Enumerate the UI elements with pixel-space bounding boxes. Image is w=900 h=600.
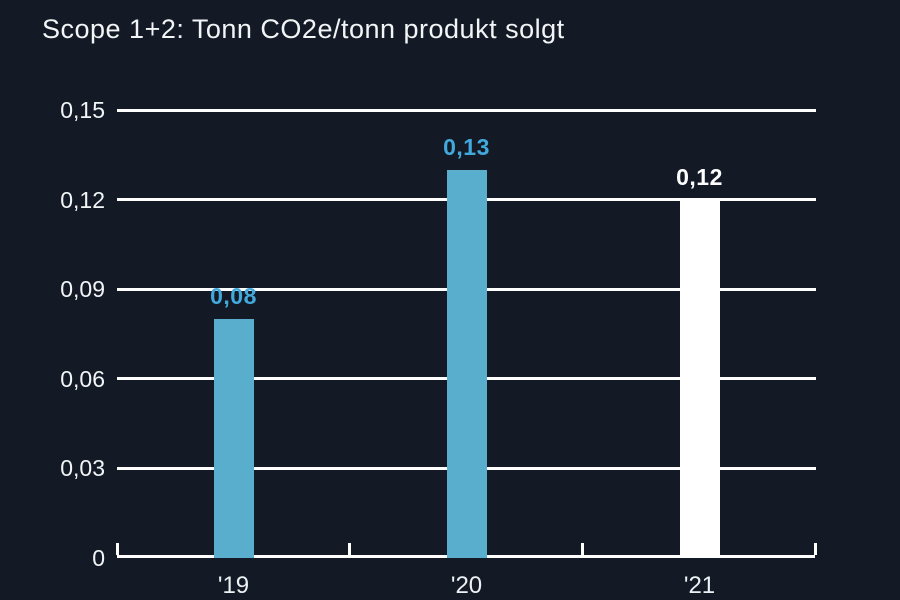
- bar: [679, 199, 720, 558]
- bar-value-label: 0,13: [443, 133, 490, 160]
- y-axis-tick-label: 0,09: [60, 276, 105, 303]
- gridline: [117, 108, 816, 112]
- x-axis-category-label: '19: [217, 572, 250, 599]
- bar-value-label: 0,12: [676, 163, 723, 190]
- bar: [213, 319, 254, 558]
- y-axis-tick-label: 0,03: [60, 455, 105, 482]
- y-axis-tick-label: 0,12: [60, 186, 105, 213]
- x-axis-category-label: '21: [683, 572, 716, 599]
- x-axis-tick: [813, 543, 817, 555]
- x-axis-tick: [348, 543, 352, 555]
- chart-title: Scope 1+2: Tonn CO2e/tonn produkt solgt: [42, 14, 565, 44]
- y-axis-tick-label: 0,06: [60, 365, 105, 392]
- bar: [446, 169, 487, 558]
- bar-value-label: 0,08: [210, 283, 257, 310]
- x-axis-category-label: '20: [450, 572, 483, 599]
- y-axis-tick-label: 0: [92, 545, 105, 571]
- x-axis-tick: [115, 543, 119, 555]
- y-axis-tick-label: 0,15: [60, 97, 105, 123]
- x-axis-tick: [580, 543, 584, 555]
